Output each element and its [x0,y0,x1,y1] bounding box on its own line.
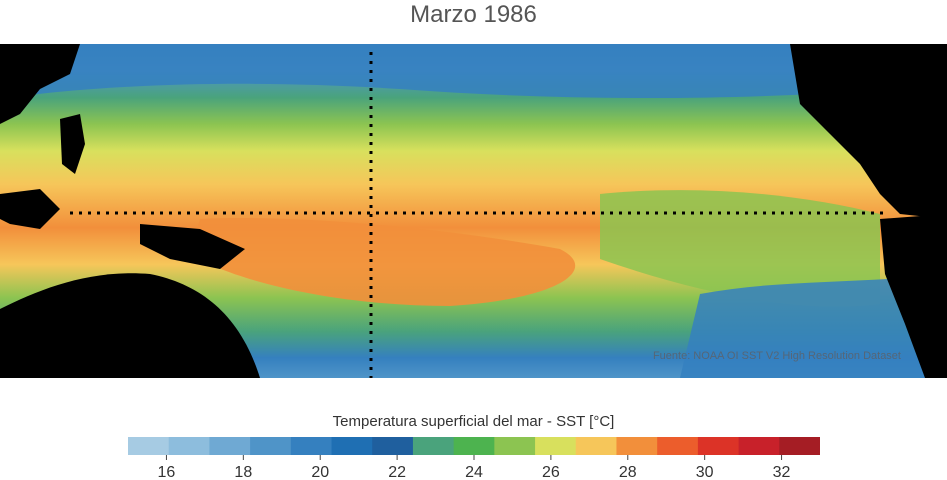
colorbar-tick-label: 26 [542,464,560,480]
colorbar-swatch [535,437,577,455]
south-america-land [880,214,947,378]
map-title: Marzo 1986 [410,1,537,28]
colorbar-swatch [168,437,210,455]
colorbar-tick-label: 28 [619,464,637,480]
colorbar-tick-label: 18 [234,464,252,480]
colorbar-tick-label: 30 [696,464,714,480]
colorbar-tick-label: 22 [388,464,406,480]
warm-pool-core [190,218,576,306]
source-note: Fuente: NOAA OI SST V2 High Resolution D… [652,350,901,362]
colorbar-swatch [575,437,617,455]
colorbar-swatch [738,437,780,455]
indonesia-land [0,189,60,229]
new-guinea-land [140,224,245,269]
colorbar-tick-label: 16 [158,464,176,480]
colorbar-swatch [779,437,820,455]
asia-land [0,44,80,124]
cold-tongue [600,190,880,307]
colorbar-swatch [697,437,740,455]
colorbar-swatch [616,437,658,455]
north-band [0,44,947,99]
colorbar-swatch [372,437,414,455]
colorbar-swatch [453,437,495,455]
colorbar [128,437,820,455]
colorbar-swatch [128,437,170,455]
colorbar-title: Temperatura superficial del mar - SST [°… [332,413,615,430]
colorbar-swatch [331,437,373,455]
colorbar-swatch [412,437,455,455]
colorbar-swatch [290,437,333,455]
colorbar-swatch [657,437,699,455]
cold-pool-se [680,274,947,378]
americas-land [790,44,947,219]
colorbar-tick-label: 24 [465,464,483,480]
colorbar-swatch [250,437,292,455]
colorbar-tick-label: 20 [311,464,329,480]
philippines-land [60,114,85,174]
sst-map [0,44,947,378]
australia-land [0,273,260,378]
colorbar-tick-label: 32 [773,464,791,480]
colorbar-swatch [209,437,251,455]
colorbar-swatch [494,437,536,455]
